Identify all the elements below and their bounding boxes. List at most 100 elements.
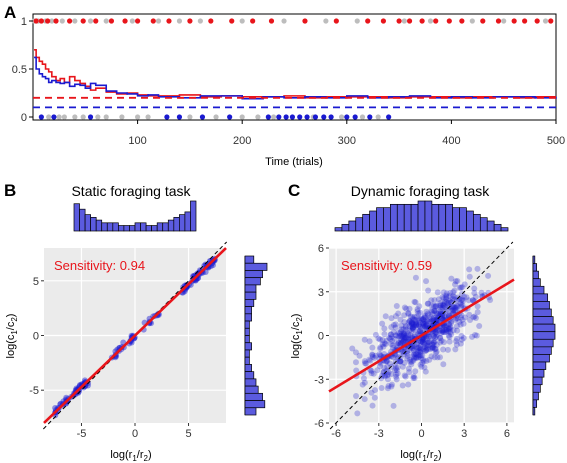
data-point: [432, 349, 439, 356]
data-point: [417, 348, 424, 355]
data-point: [388, 371, 395, 378]
data-point: [423, 345, 430, 352]
data-point: [405, 310, 412, 317]
data-point: [466, 266, 473, 273]
data-point: [471, 285, 478, 292]
data-point: [421, 344, 428, 351]
data-point: [436, 312, 443, 319]
choice-top-grey: [72, 18, 78, 24]
right-hist-bar: [532, 270, 539, 280]
data-point: [410, 324, 417, 331]
data-point: [445, 325, 452, 332]
top-hist-bar: [106, 222, 114, 232]
data-point: [393, 367, 400, 374]
data-point: [383, 358, 390, 365]
data-point: [439, 304, 446, 311]
data-point: [443, 292, 450, 299]
data-point: [417, 345, 424, 352]
data-point: [395, 310, 402, 317]
data-point: [396, 330, 403, 337]
x-tick-label: -3: [374, 428, 384, 440]
choice-top-red: [534, 18, 540, 24]
top-hist-bar: [156, 222, 164, 232]
data-point: [444, 346, 451, 353]
data-point: [359, 381, 366, 388]
data-point: [413, 355, 420, 362]
x-tick-label: 5: [185, 428, 191, 440]
data-point: [430, 339, 437, 346]
data-point: [451, 296, 458, 303]
data-point: [425, 342, 432, 349]
data-point: [416, 344, 423, 351]
right-hist-bar: [532, 354, 550, 363]
right-hist-bar: [244, 356, 250, 365]
right-hist-bar: [244, 392, 263, 401]
data-point: [419, 315, 426, 322]
choice-top-grey: [155, 18, 162, 24]
panel-c-sensitivity: Sensitivity: 0.59: [341, 258, 432, 273]
x-tick-label: 3: [461, 428, 467, 440]
data-point: [417, 361, 424, 368]
data-point: [442, 323, 449, 330]
choice-top-red: [459, 18, 465, 24]
y-tick-label: 1: [21, 16, 27, 28]
data-point: [430, 314, 437, 321]
data-point: [458, 303, 465, 310]
right-hist-bar: [532, 399, 538, 408]
data-point: [412, 319, 419, 326]
data-point: [448, 318, 455, 325]
data-point: [401, 319, 408, 326]
data-point: [438, 337, 445, 344]
data-point: [427, 346, 434, 353]
top-hist-bar: [396, 203, 405, 232]
data-point: [408, 320, 415, 327]
data-point: [423, 308, 430, 315]
data-point: [426, 356, 433, 363]
right-hist-bar: [532, 384, 541, 393]
choice-top-red: [446, 18, 452, 24]
choice-top-red: [495, 18, 502, 24]
data-point: [356, 352, 363, 359]
data-point: [398, 322, 405, 329]
data-point: [435, 296, 442, 303]
data-point: [395, 339, 402, 346]
data-point: [433, 341, 440, 348]
choice-top-grey: [87, 18, 94, 24]
data-point: [392, 332, 399, 339]
data-point: [424, 317, 431, 324]
data-point: [437, 327, 444, 334]
data-point: [389, 337, 396, 344]
top-hist-bar: [479, 217, 488, 232]
top-hist-bar: [438, 203, 447, 232]
data-point: [454, 278, 461, 285]
top-hist-bar: [431, 203, 440, 232]
data-point: [471, 289, 478, 296]
data-point: [416, 353, 423, 360]
data-point: [412, 317, 419, 324]
right-hist-bar: [532, 308, 552, 317]
data-point: [432, 329, 439, 336]
data-point: [400, 336, 407, 343]
data-point: [402, 334, 409, 341]
data-point: [427, 314, 434, 321]
data-point: [439, 328, 446, 335]
data-point: [406, 318, 413, 325]
data-point: [406, 323, 413, 330]
choice-top-grey: [103, 18, 109, 24]
top-hist-bar: [369, 210, 377, 232]
top-hist-bar: [410, 203, 419, 232]
data-point: [440, 302, 447, 309]
data-point: [434, 317, 441, 324]
choice-bottom-blue: [227, 114, 233, 120]
data-point: [449, 303, 456, 310]
data-point: [401, 359, 408, 366]
data-point: [411, 323, 418, 330]
data-point: [472, 332, 479, 339]
x-tick-label: 0: [132, 428, 138, 440]
data-point: [450, 292, 457, 299]
data-point: [447, 320, 454, 327]
choice-bottom-grey: [255, 114, 261, 120]
data-point: [370, 370, 377, 377]
data-point: [402, 335, 409, 342]
data-point: [441, 313, 448, 320]
